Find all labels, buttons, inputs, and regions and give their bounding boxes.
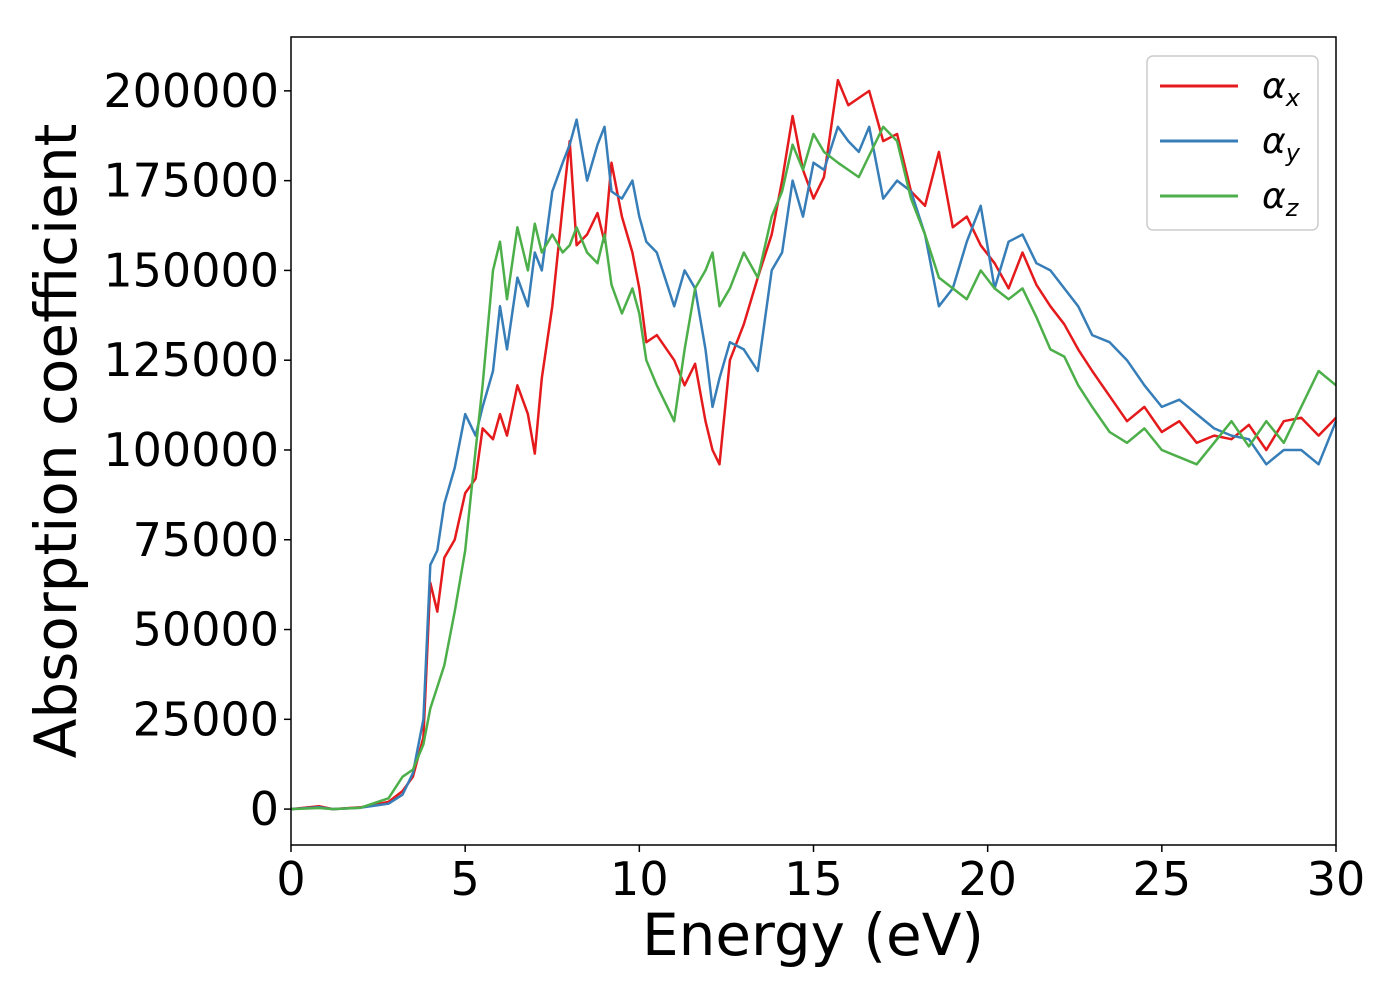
x-tick-label: 25 [1133, 852, 1192, 906]
x-tick-label: 10 [610, 852, 669, 906]
legend: αx αy αz [1146, 55, 1319, 231]
legend-box [1146, 55, 1319, 231]
y-tick-label: 100000 [103, 423, 279, 477]
x-tick-label: 30 [1307, 852, 1366, 906]
series-layer [290, 78, 1338, 811]
series-line-z [290, 125, 1337, 811]
legend-label-x: αx [1262, 66, 1301, 112]
legend-label-y: αy [1262, 121, 1301, 167]
series-line-x [290, 78, 1337, 811]
y-tick-label: 75000 [133, 513, 279, 567]
x-axis-label: Energy (eV) [642, 901, 984, 969]
legend-label-z: αz [1262, 176, 1300, 222]
y-tick-label: 0 [250, 782, 279, 836]
x-tick-label: 5 [451, 852, 480, 906]
y-tick-label: 175000 [103, 154, 279, 208]
y-axis-label: Absorption coefficient [22, 124, 90, 759]
plot-frame [290, 36, 1337, 846]
y-tick-label: 25000 [133, 692, 279, 746]
x-tick-label: 15 [784, 852, 843, 906]
y-tick-label: 50000 [133, 603, 279, 657]
ticks-layer: 0 5 10 15 20 25 30 0 25000 50000 75000 100000 125000… [103, 64, 1365, 906]
y-tick-label: 150000 [103, 243, 279, 297]
y-tick-label: 125000 [103, 333, 279, 387]
series-line-y [290, 118, 1338, 811]
x-tick-label: 20 [958, 852, 1017, 906]
y-tick-label: 200000 [103, 64, 279, 118]
x-tick-label: 0 [276, 852, 305, 906]
legend-items: αx αy αz [1160, 66, 1301, 222]
